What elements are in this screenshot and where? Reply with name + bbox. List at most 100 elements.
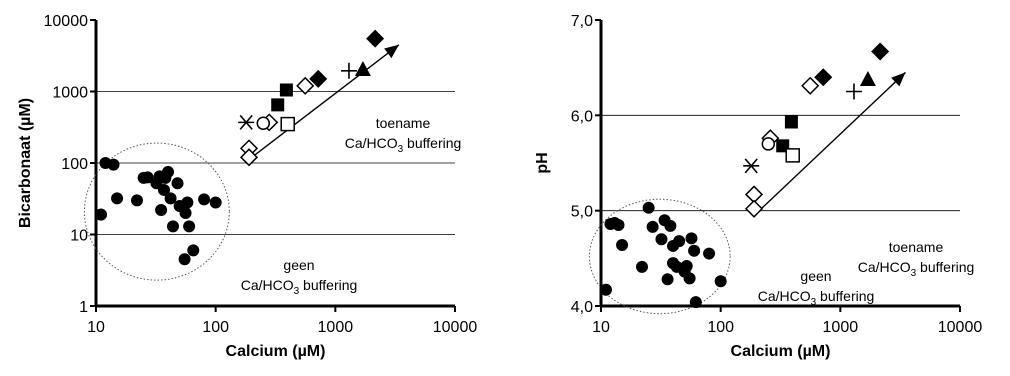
data-point-filled-circle xyxy=(616,238,629,251)
data-point-filled-circle xyxy=(655,233,668,246)
data-point-filled-circle xyxy=(703,247,716,260)
data-point-open-circle xyxy=(256,116,271,130)
annotation-line1: toename xyxy=(376,115,431,131)
y-tick-label: 4,0 xyxy=(571,299,593,316)
y-axis-title: pH xyxy=(534,152,551,173)
data-point-filled-circle xyxy=(155,204,168,217)
y-axis-title: Bicarbonaat (µM) xyxy=(17,98,34,228)
data-point-plus xyxy=(340,62,357,79)
data-point-filled-circle xyxy=(111,192,124,205)
y-tick-label: 5,0 xyxy=(571,204,593,221)
data-point-filled-diamond xyxy=(366,29,385,48)
data-point-filled-circle xyxy=(187,244,200,257)
data-point-asterisk xyxy=(238,114,255,130)
x-axis-title: Calcium (µM) xyxy=(731,343,831,360)
data-point-filled-circle xyxy=(642,201,655,214)
x-tick-label: 1000 xyxy=(823,319,859,336)
bicarbonate-chart: 1 10 100 1000 10000 10 100 1000 10000 Calcium (µM… xyxy=(17,13,478,360)
data-point-filled-circle xyxy=(688,244,701,257)
annotation-text: buffering xyxy=(403,135,461,151)
data-point-filled-circle xyxy=(141,171,154,184)
annotation-text: buffering xyxy=(299,277,357,293)
annotation-text: Ca/HCO xyxy=(858,259,911,275)
data-point-filled-circle xyxy=(157,183,170,196)
y-tick-label: 100 xyxy=(61,156,88,173)
data-point-filled-diamond xyxy=(309,69,328,88)
annotation-line2: Ca/HCO3 buffering xyxy=(241,277,358,297)
data-point-open-diamond xyxy=(801,76,820,95)
y-tick-label: 1 xyxy=(79,299,88,316)
data-point-filled-circle xyxy=(635,260,648,273)
x-tick-label: 100 xyxy=(707,319,734,336)
data-point-open-square xyxy=(785,148,800,163)
data-point-filled-circle xyxy=(166,220,179,233)
trend-arrow-line xyxy=(758,71,906,212)
data-point-filled-circle xyxy=(179,206,192,219)
data-point-filled-circle xyxy=(683,272,696,285)
cluster-ellipse xyxy=(83,142,230,281)
data-point-filled-circle xyxy=(664,219,677,232)
y-tick-label: 7,0 xyxy=(571,13,593,30)
annotation-subscript: 3 xyxy=(811,297,817,308)
data-point-open-diamond xyxy=(296,76,315,95)
data-point-filled-circle xyxy=(171,177,184,190)
annotation-line1: geen xyxy=(283,257,314,273)
data-point-filled-triangle xyxy=(354,60,371,76)
annotation-line2: Ca/HCO3 buffering xyxy=(345,135,462,155)
data-point-filled-triangle xyxy=(859,71,876,87)
data-point-filled-circle xyxy=(673,235,686,248)
data-point-filled-circle xyxy=(181,196,194,209)
data-point-filled-circle xyxy=(714,275,727,288)
annotation-text: Ca/HCO xyxy=(345,135,398,151)
x-tick-label: 10 xyxy=(87,319,105,336)
data-point-filled-circle xyxy=(209,196,222,209)
y-tick-label: 6,0 xyxy=(571,108,593,125)
ph-chart: 4,0 5,0 6,0 7,0 10 100 1000 10000 Calcium (µM) pH… xyxy=(534,13,983,360)
data-point-open-square xyxy=(280,116,295,132)
y-tick-label: 1000 xyxy=(52,85,88,102)
data-point-filled-circle xyxy=(178,253,191,266)
x-tick-label: 10000 xyxy=(433,319,478,336)
annotation-text: Ca/HCO xyxy=(758,288,811,304)
asterisk-stroke xyxy=(239,114,253,130)
annotation-subscript: 3 xyxy=(294,286,300,297)
data-point-filled-square xyxy=(279,83,293,97)
annotation-line1: toename xyxy=(889,239,944,255)
trend-arrow-line xyxy=(251,44,400,158)
asterisk-stroke xyxy=(744,158,758,174)
x-tick-label: 100 xyxy=(202,319,229,336)
data-point-filled-square xyxy=(784,115,798,129)
data-point-asterisk xyxy=(743,158,760,174)
data-point-filled-circle xyxy=(198,193,211,206)
annotation-subscript: 3 xyxy=(911,268,917,279)
annotation-line2: Ca/HCO3 buffering xyxy=(858,259,975,279)
annotation-text: buffering xyxy=(916,259,974,275)
data-point-filled-circle xyxy=(689,296,702,309)
data-point-filled-circle xyxy=(164,192,177,205)
x-tick-label: 10000 xyxy=(938,319,983,336)
data-point-open-diamond xyxy=(239,148,259,167)
trend-arrow-head xyxy=(891,72,906,87)
data-point-filled-circle xyxy=(162,165,175,178)
annotation-text: buffering xyxy=(816,288,874,304)
data-point-filled-circle xyxy=(130,194,143,207)
data-point-filled-diamond xyxy=(871,42,890,61)
data-point-filled-circle xyxy=(661,273,674,286)
data-point-filled-circle xyxy=(646,220,659,233)
data-point-filled-diamond xyxy=(814,68,833,87)
data-point-filled-circle xyxy=(107,158,120,171)
x-tick-label: 1000 xyxy=(318,319,354,336)
x-tick-label: 10 xyxy=(592,319,610,336)
data-point-filled-circle xyxy=(680,259,693,272)
data-point-filled-square xyxy=(271,98,285,112)
data-point-filled-circle xyxy=(612,218,625,231)
x-axis-title: Calcium (µM) xyxy=(226,343,326,360)
annotation-line1: geen xyxy=(800,268,831,284)
data-point-plus xyxy=(845,83,862,100)
data-point-filled-circle xyxy=(599,283,612,296)
annotation-line2: Ca/HCO3 buffering xyxy=(758,288,875,308)
y-tick-label: 10000 xyxy=(44,13,89,30)
y-tick-label: 10 xyxy=(70,228,88,245)
annotation-subscript: 3 xyxy=(398,144,404,155)
